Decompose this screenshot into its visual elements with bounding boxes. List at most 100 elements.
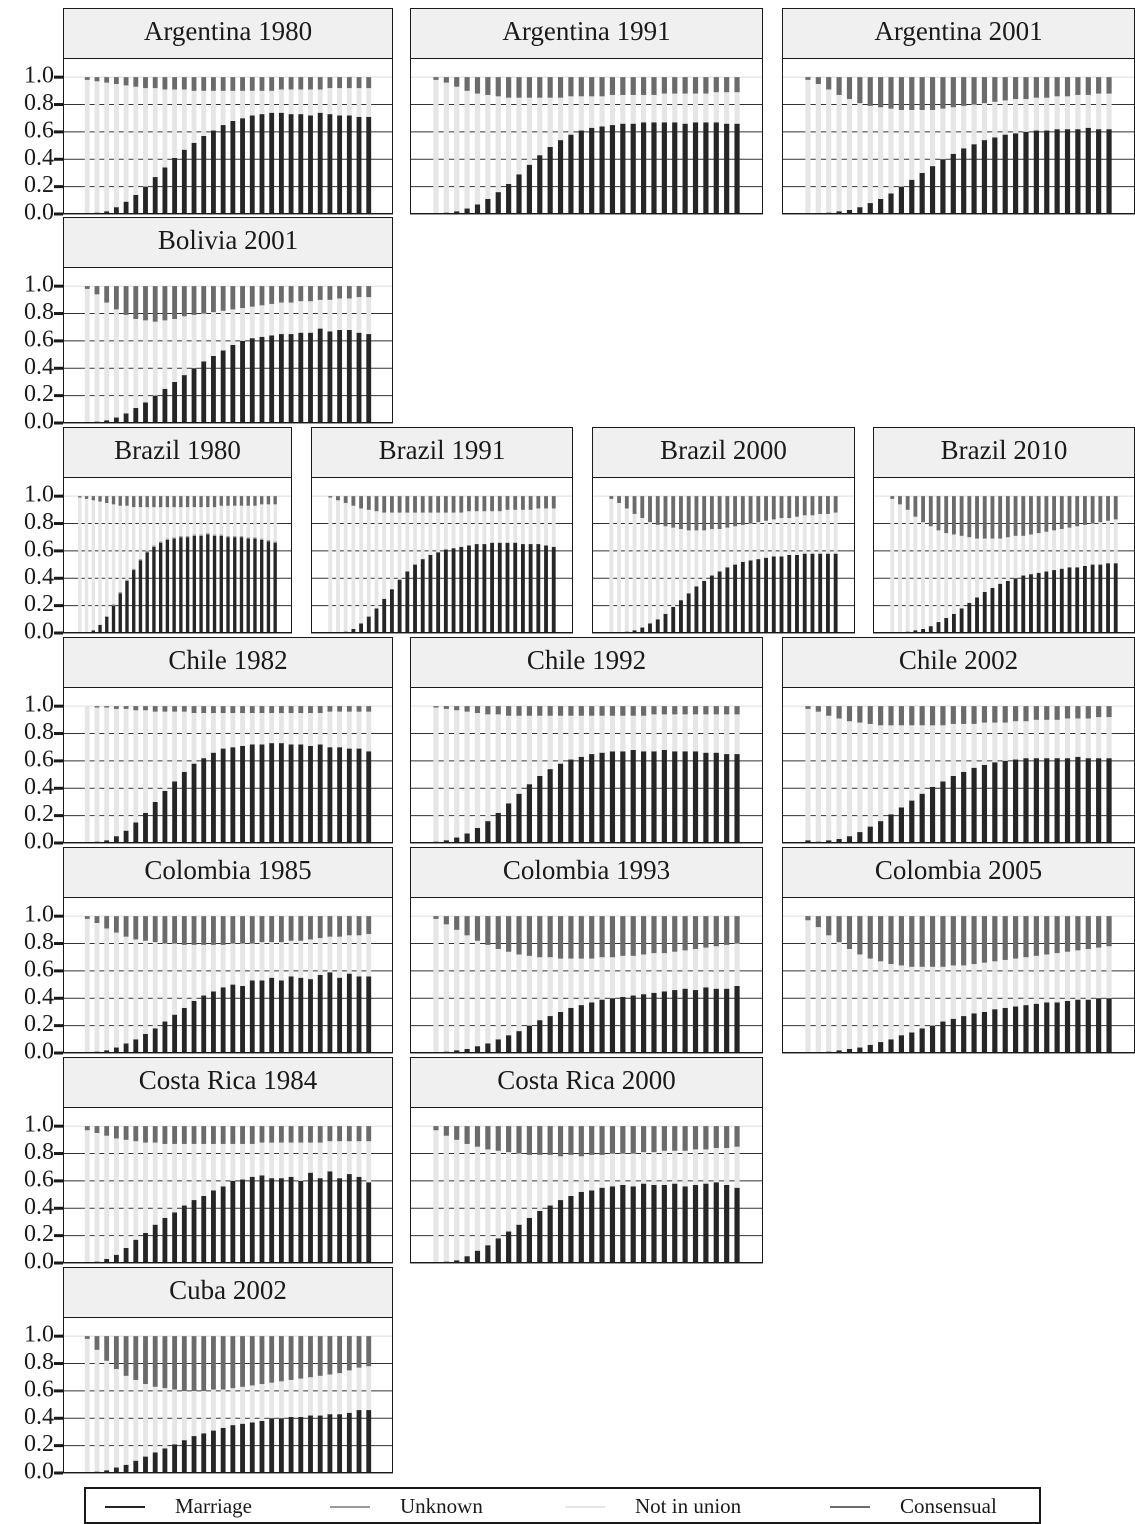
- bar-segment: [940, 159, 946, 214]
- bar-segment: [337, 916, 343, 937]
- bar-segment: [961, 77, 967, 106]
- bar-segment: [327, 706, 333, 712]
- bar-segment: [630, 916, 636, 956]
- bar-segment: [125, 505, 129, 580]
- bar-segment: [327, 1336, 333, 1375]
- bar-segment: [692, 93, 699, 123]
- bar-segment: [528, 544, 533, 633]
- bar-segment: [366, 916, 372, 934]
- bar-segment: [826, 706, 832, 716]
- bar-segment: [1096, 758, 1102, 843]
- bar-segment: [1090, 496, 1095, 524]
- bar-segment: [152, 321, 158, 396]
- legend-box: [84, 1487, 1041, 1524]
- bar-segment: [971, 77, 977, 105]
- bar-segment: [337, 977, 343, 1053]
- bar-segment: [1082, 524, 1087, 566]
- bar-segment: [651, 953, 657, 993]
- bar-segment: [467, 545, 471, 633]
- bar-segment: [815, 711, 821, 842]
- strip-title: Argentina 2001: [874, 16, 1042, 46]
- bar-segment: [337, 747, 343, 843]
- bar-segment: [298, 713, 304, 745]
- bar-segment: [551, 546, 556, 633]
- bar-segment: [692, 1126, 699, 1150]
- bar-segment: [520, 509, 525, 545]
- bar-segment: [253, 538, 257, 633]
- bar-segment: [443, 549, 448, 633]
- bar-segment: [185, 535, 190, 538]
- bar-segment: [113, 932, 119, 1048]
- bar-segment: [485, 77, 491, 95]
- bar-segment: [191, 286, 197, 315]
- bar-segment: [464, 90, 470, 209]
- bar-segment: [713, 122, 719, 214]
- bar-segment: [443, 1126, 449, 1136]
- bar-segment: [867, 826, 873, 843]
- bar-segment: [888, 1039, 894, 1053]
- bar-segment: [474, 1250, 481, 1263]
- bar-segment: [346, 1126, 352, 1142]
- bar-segment: [1096, 129, 1102, 214]
- bar-segment: [337, 1141, 343, 1179]
- bar-segment: [152, 1142, 158, 1225]
- bar-segment: [756, 496, 761, 523]
- bar-segment: [356, 88, 362, 117]
- bar-segment: [1013, 99, 1019, 134]
- y-tick-label: 0.8: [24, 719, 54, 745]
- bar-segment: [269, 942, 275, 978]
- bar-segment: [269, 286, 275, 304]
- bar-segment: [702, 530, 707, 581]
- bar-segment: [692, 1149, 699, 1185]
- bar-segment: [249, 1126, 255, 1144]
- bar-segment: [624, 496, 629, 509]
- bar-segment: [113, 1126, 119, 1139]
- bar-segment: [317, 112, 323, 214]
- bar-segment: [632, 513, 637, 631]
- bar-segment: [443, 840, 449, 843]
- bar-segment: [113, 286, 119, 310]
- bar-segment: [971, 964, 977, 1014]
- bar-segment: [366, 1336, 372, 1367]
- bar-segment: [756, 559, 761, 633]
- bar-segment: [474, 706, 481, 713]
- bar-segment: [1013, 133, 1019, 214]
- bar-segment: [609, 94, 616, 126]
- bar-segment: [929, 706, 936, 726]
- bar-segment: [961, 148, 967, 214]
- y-tick-label: 0.0: [24, 619, 54, 645]
- y-tick-label: 0.4: [24, 1404, 54, 1430]
- bar-segment: [506, 803, 512, 843]
- bar-segment: [734, 1146, 740, 1188]
- bar-segment: [836, 1050, 842, 1053]
- bar-segment: [928, 526, 933, 627]
- bar-segment: [220, 1186, 226, 1263]
- bar-segment: [308, 89, 313, 116]
- bar-segment: [734, 714, 740, 755]
- bar-segment: [692, 751, 699, 843]
- bar-segment: [526, 955, 532, 1026]
- bar-segment: [1054, 758, 1060, 843]
- bar-segment: [220, 916, 226, 945]
- bar-segment: [172, 381, 178, 423]
- bar-segment: [709, 529, 714, 576]
- bar-segment: [975, 496, 979, 539]
- bar-segment: [181, 1007, 187, 1053]
- bar-segment: [273, 541, 277, 543]
- bar-segment: [632, 496, 637, 514]
- panel-border: [63, 58, 393, 214]
- bar-segment: [1106, 706, 1112, 718]
- bar-segment: [298, 977, 304, 1053]
- bar-segment: [317, 1142, 323, 1179]
- bar-segment: [464, 1256, 470, 1263]
- bar-segment: [713, 1148, 719, 1183]
- bar-segment: [181, 1205, 187, 1263]
- bar-segment: [733, 496, 738, 527]
- bar-segment: [620, 77, 626, 95]
- bar-segment: [474, 1146, 481, 1251]
- bar-segment: [1002, 706, 1008, 723]
- bar-segment: [298, 916, 304, 941]
- bar-segment: [165, 539, 170, 633]
- bar-segment: [172, 781, 178, 843]
- bar-segment: [172, 157, 178, 214]
